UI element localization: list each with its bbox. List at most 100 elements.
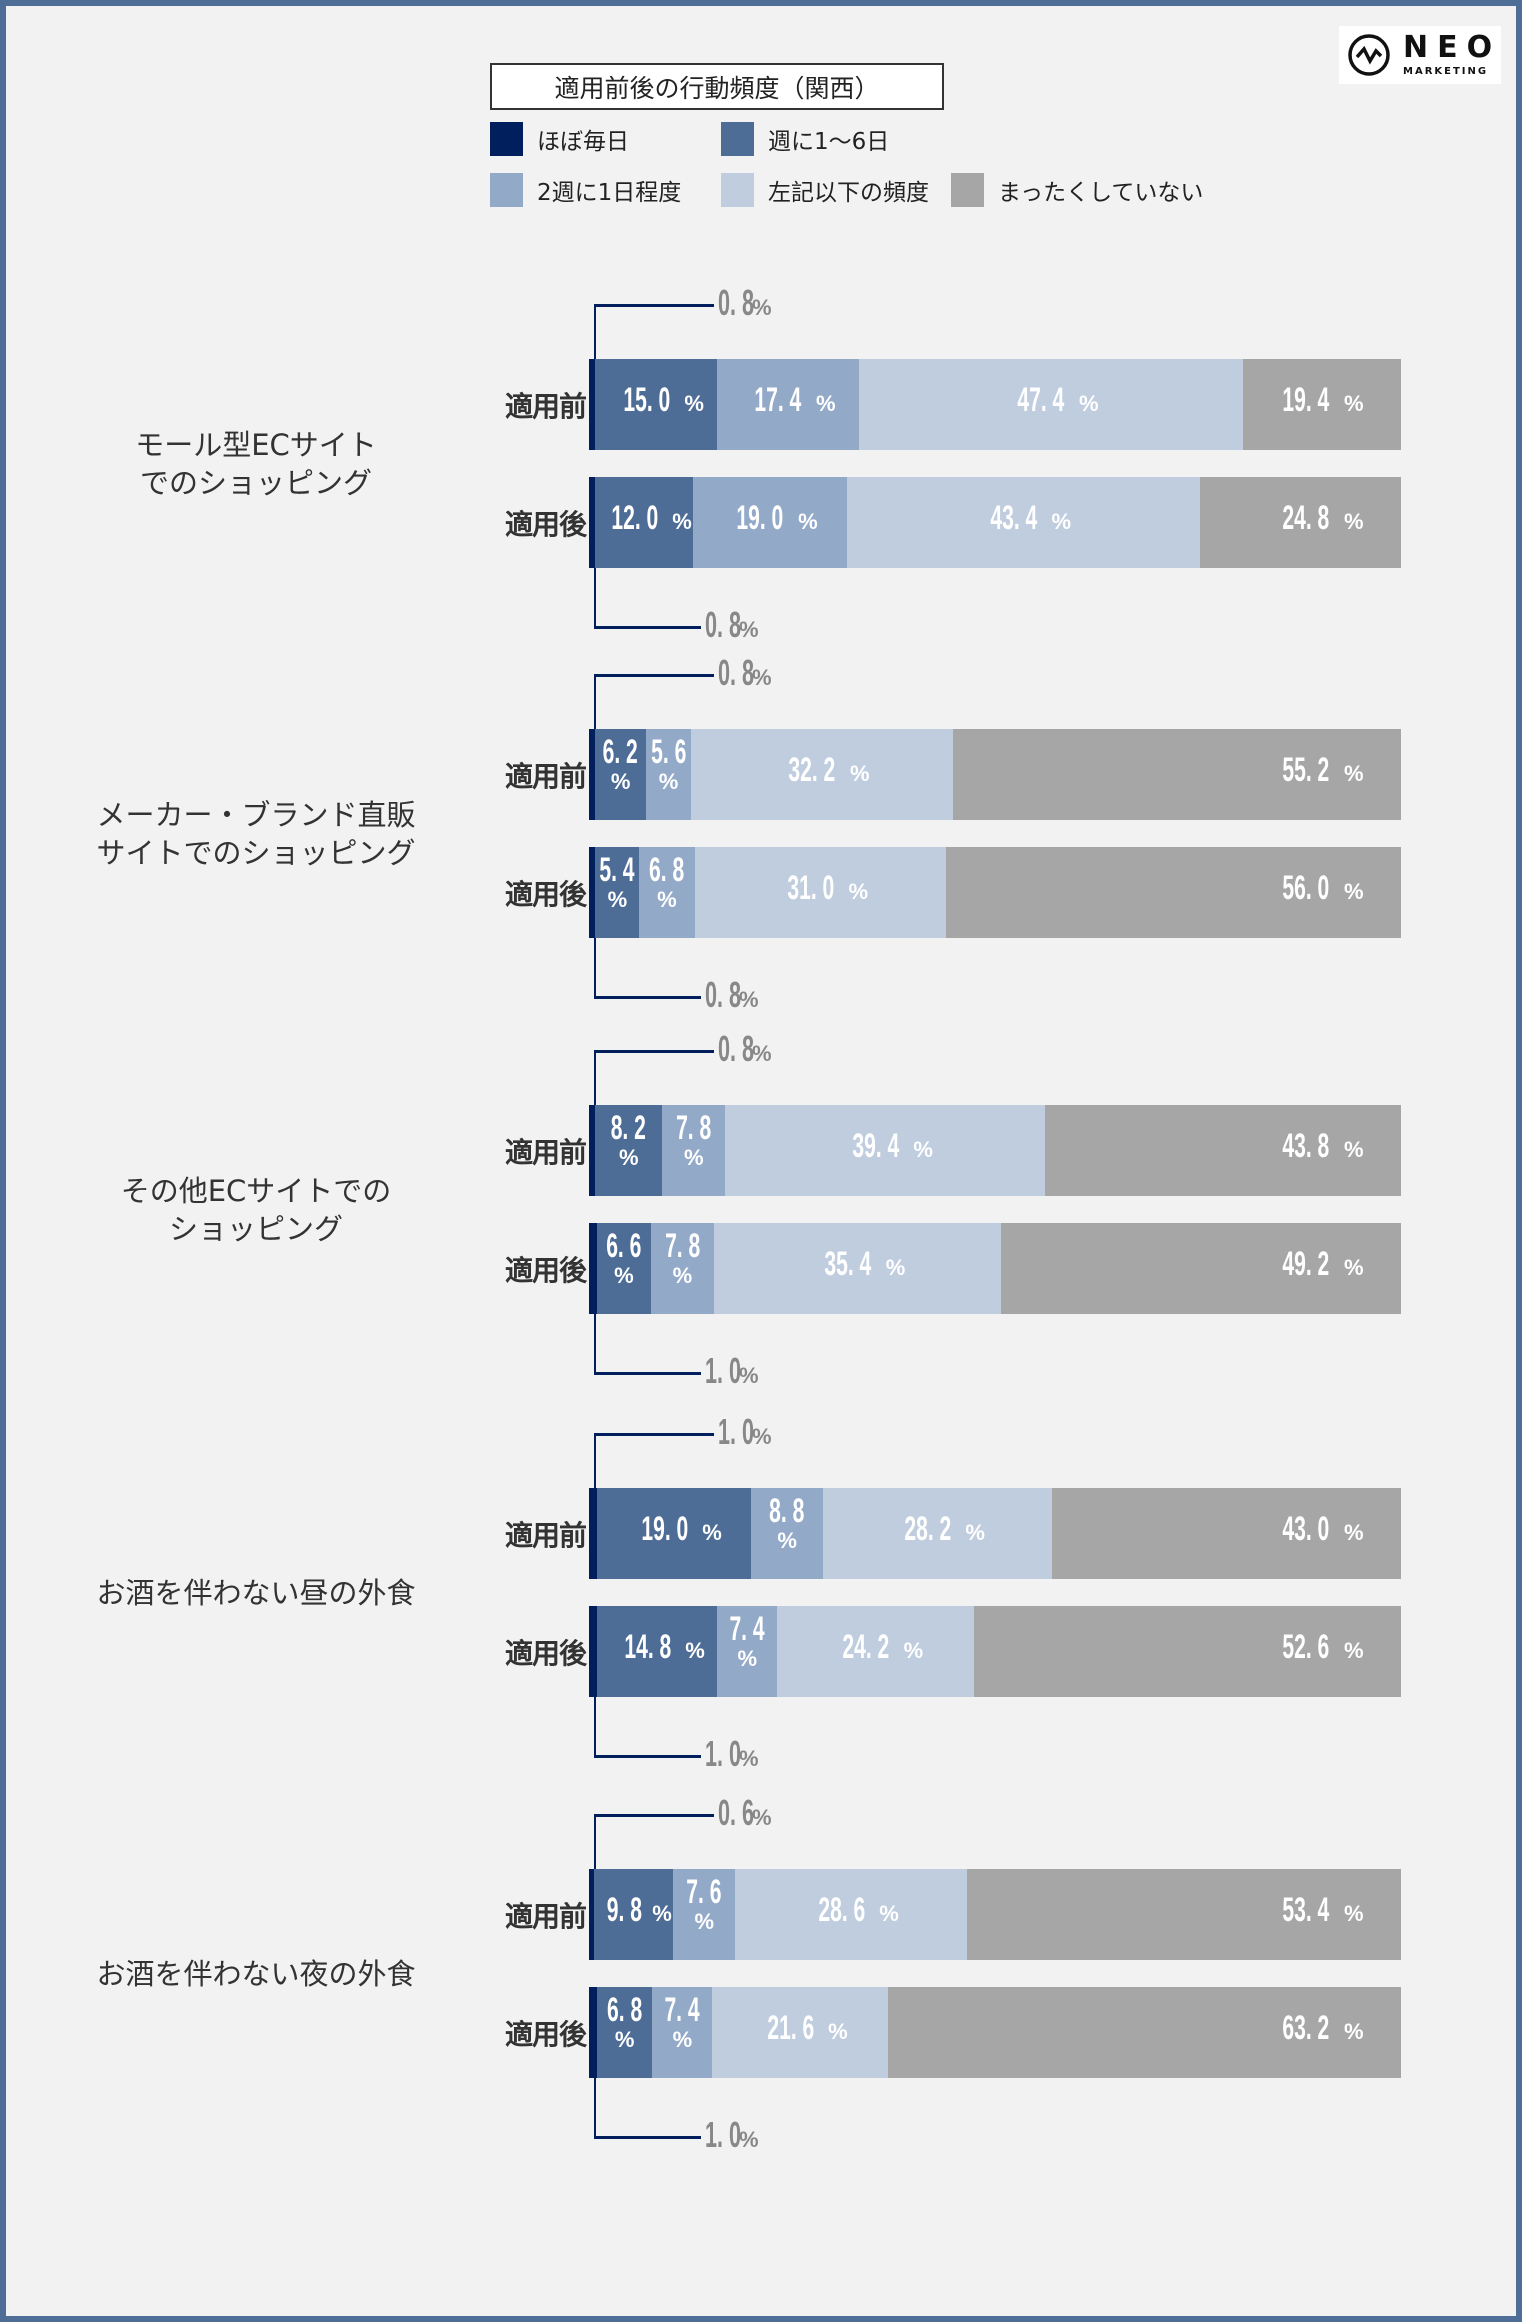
bar-segment (650, 1223, 715, 1314)
row-label: 適用前 (504, 1899, 587, 1933)
bar-segment (1045, 1105, 1401, 1196)
bar-value-label: 5. 4% (595, 853, 639, 915)
logo-pulse-icon (1348, 34, 1390, 76)
bar-segment (589, 477, 596, 568)
value-unit: % (913, 1137, 933, 1162)
leader-value-label: 1. 0% (718, 1411, 772, 1453)
bar-value-label: 6. 6% (597, 1227, 651, 1291)
value-unit: % (739, 617, 759, 642)
bar-value-label: 6. 8% (597, 1991, 652, 2055)
value-number: 6. 2 (603, 733, 639, 771)
value-unit: % (752, 295, 772, 320)
bar-value-label: 43. 0% (1251, 1510, 1381, 1549)
bar-value-label: 47. 4% (859, 381, 1244, 420)
legend-label: ほぼ毎日 (537, 129, 629, 155)
bar-value-label: 7. 4% (652, 1991, 712, 2055)
bar-value-label: 35. 4% (714, 1245, 1001, 1284)
bar-value-label: 24. 2% (777, 1628, 974, 1667)
value-unit: % (739, 1746, 759, 1771)
legend-item: ほぼ毎日 (490, 122, 629, 156)
value-number: 15. 0 (623, 381, 671, 419)
value-number: 0. 8 (705, 974, 742, 1015)
bar-value-label: 24. 8% (1251, 499, 1381, 538)
value-number: 1. 0 (718, 1411, 755, 1452)
bar-segment (952, 729, 1401, 820)
value-unit: % (798, 509, 818, 534)
bar-segment (1243, 359, 1401, 450)
value-unit: % (657, 887, 677, 912)
bar-segment (847, 477, 1200, 568)
bar-value-label: 8. 2% (595, 1109, 662, 1173)
value-number: 17. 4 (754, 381, 802, 419)
value-number: 7. 8 (664, 1227, 700, 1265)
bar-segment (1199, 477, 1401, 568)
bar-value-label: 14. 8% (597, 1628, 717, 1667)
value-number: 1. 0 (705, 2114, 742, 2155)
value-unit: % (607, 887, 628, 912)
value-unit: % (1344, 761, 1364, 786)
value-number: 6. 6 (606, 1227, 642, 1265)
legend-label: 週に1～6日 (768, 129, 890, 155)
value-number: 32. 2 (788, 751, 836, 789)
bar-value-label: 49. 2% (1251, 1245, 1381, 1284)
leader-value-label: 0. 6% (718, 1792, 772, 1834)
neo-marketing-logo: NEO MARKETING (1339, 26, 1501, 84)
bar-segment (887, 1987, 1401, 2078)
bar-segment (597, 1606, 718, 1697)
value-unit: % (1344, 1638, 1364, 1663)
value-unit: % (658, 769, 679, 794)
value-unit: % (1079, 391, 1099, 416)
bar-value-label: 7. 8% (651, 1227, 714, 1291)
bar-value-label: 6. 8% (639, 853, 694, 915)
value-unit: % (1344, 1255, 1364, 1280)
row-label: 適用後 (504, 2017, 587, 2051)
value-unit: % (777, 1528, 797, 1553)
bar-value-label: 21. 6% (712, 2009, 887, 2048)
leader-value-label: 0. 8% (718, 1028, 772, 1070)
bar-segment (589, 1488, 598, 1579)
bar-segment (595, 477, 693, 568)
value-number: 8. 2 (611, 1109, 647, 1147)
legend-label: 左記以下の頻度 (768, 180, 929, 206)
bar-segment (673, 1869, 736, 1960)
bar-segment (597, 1223, 651, 1314)
bar-segment (717, 359, 859, 450)
legend-item: まったくしていない (951, 173, 1203, 207)
leader-line (594, 674, 714, 677)
row-label: 適用後 (504, 507, 587, 541)
value-unit: % (752, 1041, 772, 1066)
value-number: 1. 0 (705, 1733, 742, 1774)
bar-segment (589, 729, 596, 820)
value-number: 5. 6 (650, 733, 687, 771)
value-number: 7. 4 (664, 1991, 700, 2029)
bar-value-label: 31. 0% (695, 869, 947, 908)
value-unit: % (1344, 1137, 1364, 1162)
value-number: 49. 2 (1282, 1245, 1330, 1283)
logo-name: NEO (1403, 30, 1502, 65)
leader-value-label: 0. 8% (718, 652, 772, 694)
value-unit: % (1051, 509, 1071, 534)
bar-value-label: 39. 4% (725, 1127, 1045, 1166)
value-unit: % (1344, 879, 1364, 904)
row-label: 適用前 (504, 1518, 587, 1552)
bar-value-label: 43. 8% (1251, 1127, 1381, 1166)
bar-segment (589, 1606, 598, 1697)
bar-segment (1001, 1223, 1401, 1314)
value-number: 1. 0 (705, 1350, 742, 1391)
legend-label: 2週に1日程度 (537, 180, 682, 206)
leader-value-label: 0. 8% (718, 282, 772, 324)
bar-value-label: 55. 2% (1251, 751, 1381, 790)
bar-value-label: 5. 6% (646, 733, 691, 797)
value-number: 6. 8 (607, 1991, 643, 2029)
bar-value-label: 43. 4% (847, 499, 1199, 538)
value-number: 43. 8 (1282, 1127, 1330, 1165)
bar-segment (589, 359, 596, 450)
legend-item: 週に1～6日 (721, 122, 889, 156)
value-unit: % (672, 1263, 693, 1288)
legend-item: 左記以下の頻度 (721, 173, 929, 207)
bar-segment (777, 1606, 974, 1697)
value-number: 0. 8 (718, 282, 755, 323)
bar-segment (735, 1869, 968, 1960)
value-number: 63. 2 (1282, 2009, 1330, 2047)
value-unit: % (879, 1901, 899, 1926)
